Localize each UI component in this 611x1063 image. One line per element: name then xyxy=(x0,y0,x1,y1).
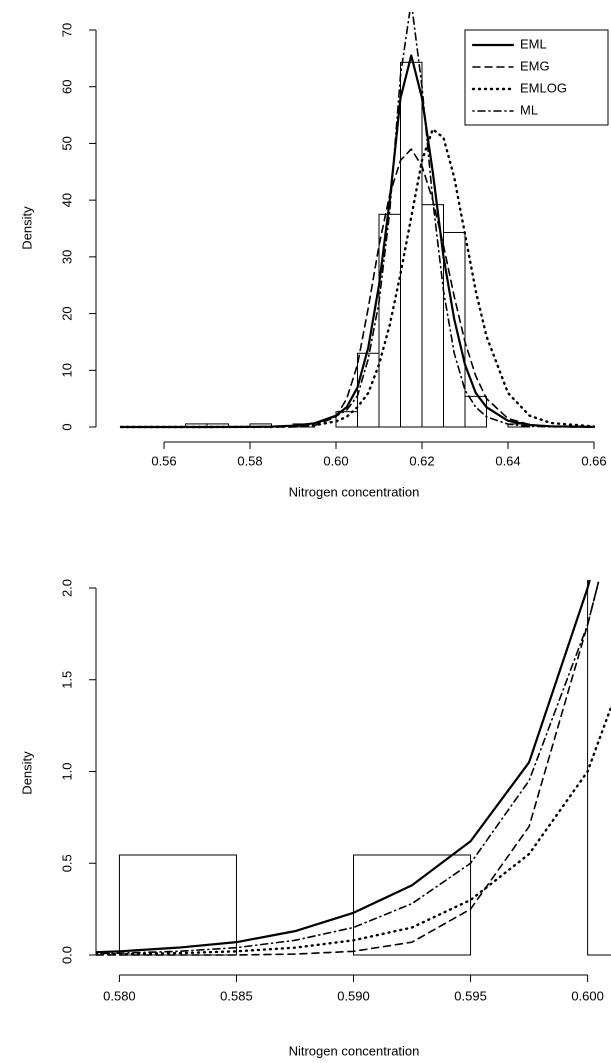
y-tick-label: 20 xyxy=(59,306,74,320)
x-tick-label: 0.590 xyxy=(337,988,370,1003)
y-tick-label: 10 xyxy=(59,363,74,377)
density-curve xyxy=(96,580,600,956)
y-tick-label: 1.5 xyxy=(59,671,74,689)
x-axis-title: Nitrogen concentration xyxy=(289,484,420,499)
panel: 0.580 0.585 0.590 0.595 0.600 0.0 0.5 1.0 1.5 2.0… xyxy=(19,579,611,1058)
histogram-bar xyxy=(353,854,472,956)
histogram-bar xyxy=(464,395,487,428)
legend-label: EML xyxy=(520,36,547,51)
histogram-bar xyxy=(378,213,401,428)
histogram-bar xyxy=(443,231,466,428)
density-curve xyxy=(96,580,600,955)
x-tick-label: 0.585 xyxy=(220,988,253,1003)
y-tick-label: 0 xyxy=(59,423,74,430)
histogram-bar xyxy=(587,580,611,956)
y-tick-label: 0.0 xyxy=(59,946,74,964)
x-tick-label: 0.580 xyxy=(103,988,136,1003)
y-tick-label: 70 xyxy=(59,23,74,37)
plot-area xyxy=(119,12,596,429)
y-axis-title: Density xyxy=(19,751,34,795)
x-tick-label: 0.64 xyxy=(495,453,520,468)
y-axis-title: Density xyxy=(19,206,34,250)
y-tick-label: 1.0 xyxy=(59,762,74,780)
y-tick-label: 60 xyxy=(59,79,74,93)
y-tick-label: 0.5 xyxy=(59,854,74,872)
x-tick-label: 0.58 xyxy=(237,453,262,468)
x-tick-label: 0.60 xyxy=(323,453,348,468)
density-curve xyxy=(96,706,611,956)
x-tick-label: 0.62 xyxy=(409,453,434,468)
legend-label: EMLOG xyxy=(520,80,567,95)
legend-label: ML xyxy=(520,102,538,117)
density-curve xyxy=(96,580,591,954)
histogram-bar xyxy=(118,854,237,956)
y-tick-label: 40 xyxy=(59,193,74,207)
y-tick-label: 2.0 xyxy=(59,579,74,597)
y-tick-label: 50 xyxy=(59,136,74,150)
panel: 0.56 0.58 0.60 0.62 0.64 0.66 0 10 20 30 40 50 60 70 N… xyxy=(19,12,609,499)
plot-area xyxy=(96,580,611,956)
x-tick-label: 0.600 xyxy=(571,988,604,1003)
x-tick-label: 0.595 xyxy=(454,988,487,1003)
y-tick-label: 30 xyxy=(59,250,74,264)
legend-label: EMG xyxy=(520,58,550,73)
x-tick-label: 0.66 xyxy=(581,453,606,468)
x-axis-title: Nitrogen concentration xyxy=(289,1043,420,1058)
histogram-bar xyxy=(357,352,380,428)
legend-box xyxy=(464,29,609,126)
x-tick-label: 0.56 xyxy=(151,453,176,468)
histogram-bar xyxy=(400,61,423,428)
density-curve xyxy=(120,148,595,428)
density-curve xyxy=(120,12,595,428)
